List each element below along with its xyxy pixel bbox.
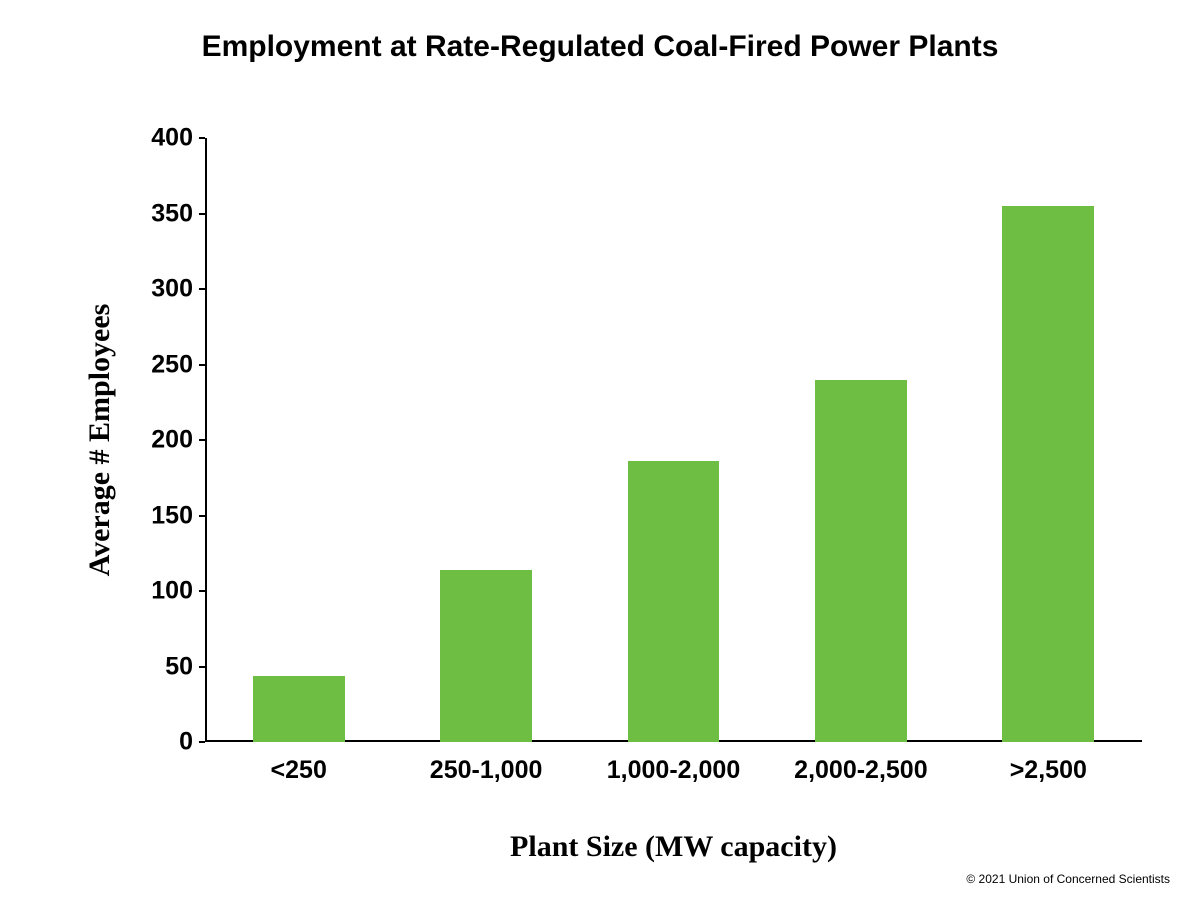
- y-tick-label: 200: [151, 426, 193, 455]
- y-tick-mark: [199, 515, 205, 517]
- y-tick-label: 0: [179, 728, 193, 757]
- chart-container: Employment at Rate-Regulated Coal-Fired …: [0, 0, 1200, 904]
- y-tick-label: 350: [151, 199, 193, 228]
- x-axis-label: Plant Size (MW capacity): [510, 830, 837, 864]
- y-tick-label: 50: [165, 652, 193, 681]
- y-tick-label: 400: [151, 124, 193, 153]
- y-tick-mark: [199, 666, 205, 668]
- y-tick-mark: [199, 364, 205, 366]
- chart-title: Employment at Rate-Regulated Coal-Fired …: [0, 30, 1200, 64]
- x-tick-label: >2,500: [1010, 756, 1087, 785]
- y-tick-mark: [199, 439, 205, 441]
- y-tick-label: 150: [151, 501, 193, 530]
- bar: [1002, 206, 1094, 742]
- y-tick-mark: [199, 288, 205, 290]
- x-tick-label: 1,000-2,000: [607, 756, 740, 785]
- x-tick-label: 250-1,000: [430, 756, 543, 785]
- y-tick-label: 250: [151, 350, 193, 379]
- credit-text: © 2021 Union of Concerned Scientists: [966, 872, 1170, 886]
- bar: [628, 461, 720, 742]
- y-tick-mark: [199, 590, 205, 592]
- y-tick-mark: [199, 741, 205, 743]
- y-axis-label: Average # Employees: [83, 304, 117, 577]
- x-tick-label: <250: [271, 756, 327, 785]
- bar: [815, 380, 907, 742]
- y-tick-label: 100: [151, 577, 193, 606]
- x-tick-label: 2,000-2,500: [794, 756, 927, 785]
- bar: [253, 676, 345, 742]
- y-tick-label: 300: [151, 275, 193, 304]
- y-axis-line: [205, 138, 207, 742]
- plot-region: 050100150200250300350400<250250-1,0001,0…: [205, 138, 1142, 742]
- y-tick-mark: [199, 137, 205, 139]
- y-tick-mark: [199, 213, 205, 215]
- bar: [440, 570, 532, 742]
